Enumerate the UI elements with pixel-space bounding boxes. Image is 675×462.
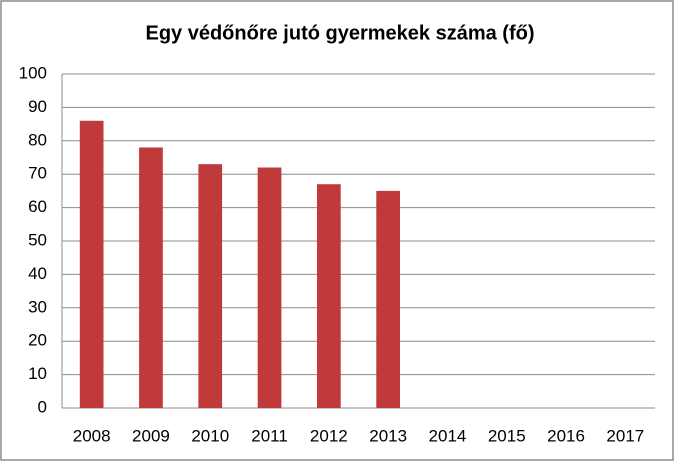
- x-tick-label: 2016: [547, 426, 585, 445]
- x-tick-label: 2017: [606, 426, 644, 445]
- x-tick-label: 2009: [132, 426, 170, 445]
- y-tick-label: 90: [28, 97, 47, 116]
- x-tick-label: 2015: [488, 426, 526, 445]
- chart-title: Egy védőnőre jutó gyermekek száma (fő): [145, 22, 534, 44]
- x-tick-label: 2013: [369, 426, 407, 445]
- y-tick-label: 40: [28, 264, 47, 283]
- bar: [198, 164, 223, 408]
- bar: [376, 190, 401, 408]
- y-tick-label: 50: [28, 230, 47, 249]
- bar: [316, 184, 341, 408]
- y-tick-label: 100: [19, 63, 47, 82]
- y-tick-label: 10: [28, 364, 47, 383]
- y-tick-label: 30: [28, 297, 47, 316]
- y-tick-label: 70: [28, 164, 47, 183]
- y-tick-label: 60: [28, 197, 47, 216]
- x-tick-label: 2012: [310, 426, 348, 445]
- y-tick-label: 20: [28, 331, 47, 350]
- y-tick-label: 0: [38, 397, 47, 416]
- bar: [257, 167, 282, 408]
- bar: [79, 120, 104, 408]
- x-tick-label: 2008: [73, 426, 111, 445]
- x-tick-label: 2010: [191, 426, 229, 445]
- bar: [139, 147, 163, 409]
- y-tick-label: 80: [28, 130, 47, 149]
- x-tick-label: 2014: [429, 426, 467, 445]
- x-tick-label: 2011: [251, 426, 288, 445]
